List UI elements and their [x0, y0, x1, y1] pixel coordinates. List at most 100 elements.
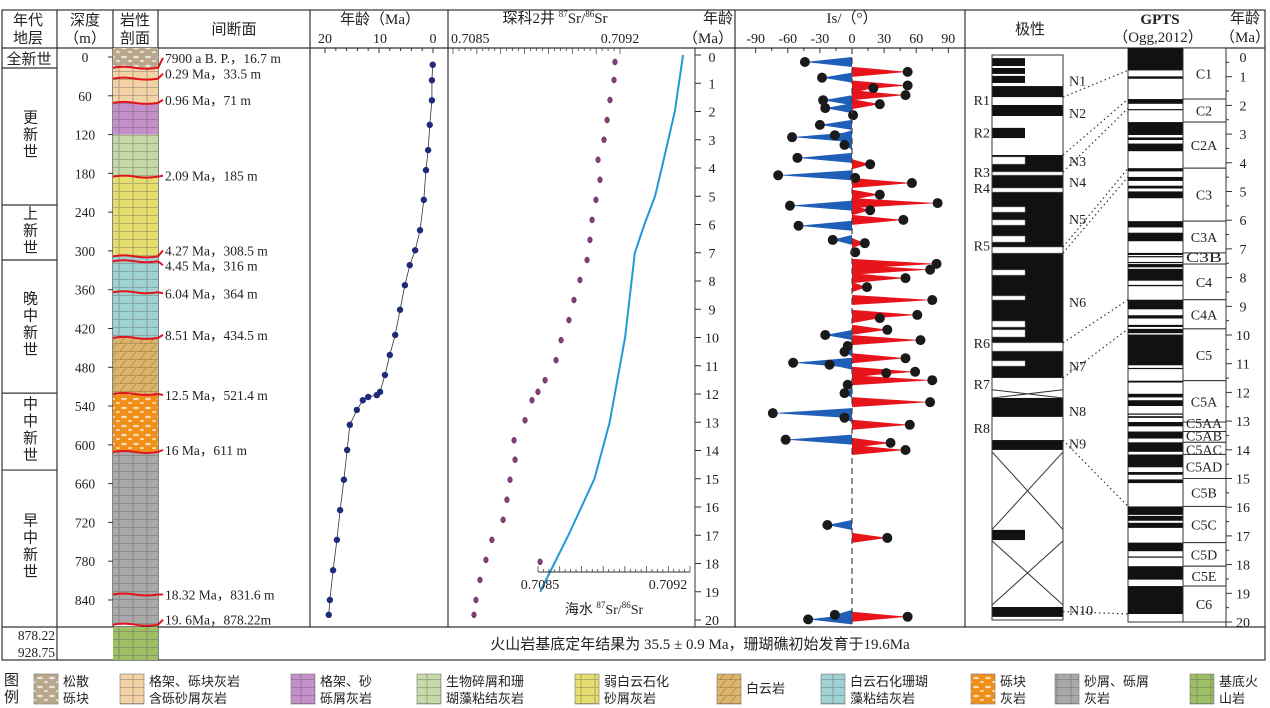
negative-inclination-fill — [819, 119, 852, 130]
positive-inclination-fill — [852, 273, 906, 284]
age-axis-label: 16 — [705, 501, 719, 516]
header-gpts-line1: GPTS — [1140, 12, 1179, 28]
gpts-age-label: 7 — [1240, 243, 1247, 258]
inclination-point — [842, 379, 853, 390]
normal-polarity-band — [992, 67, 1025, 74]
gpts-age-label: 11 — [1236, 358, 1249, 373]
inclination-point — [900, 353, 911, 364]
reversed-zone-label: R8 — [974, 422, 990, 437]
sr-sample-point — [507, 476, 513, 483]
age-depth-point — [325, 611, 332, 619]
normal-zone-label: N1 — [1069, 74, 1086, 89]
inclination-point — [788, 357, 799, 368]
legend-swatch-pattern — [34, 674, 58, 704]
inclination-point — [793, 220, 804, 231]
gpts-normal-chron — [1128, 109, 1183, 111]
positive-inclination-fill — [852, 445, 906, 456]
legend-swatch-pattern — [575, 674, 599, 704]
normal-zone-label: N9 — [1069, 437, 1086, 452]
gpts-normal-chron — [1128, 328, 1183, 334]
normal-zone-label: N8 — [1069, 405, 1086, 420]
gpts-normal-chron — [1128, 76, 1183, 79]
depth-tick-label: 480 — [75, 360, 96, 375]
legend: 松散砾块格架、砾块灰岩含砾砂屑灰岩格架、砂砾屑灰岩生物碎屑和珊瑚藻粘结灰岩弱白云… — [33, 673, 1258, 706]
age-depth-point — [424, 146, 432, 154]
age-depth-point — [420, 196, 428, 204]
legend-label: 基底火 — [1219, 674, 1258, 689]
sr-sample-point — [537, 558, 543, 566]
depth-tick-label: 720 — [75, 515, 96, 530]
inclination-point — [900, 445, 911, 456]
header-age-plot-title: 年龄（Ma） — [340, 11, 420, 28]
inclination-point — [820, 103, 831, 114]
hiatus-label: 0.29 Ma，33.5 m — [165, 67, 261, 82]
no-data-cross — [991, 389, 1064, 399]
age-axis-label: 1 — [709, 77, 716, 92]
sr-sample-point — [611, 76, 617, 84]
correlation-line — [1062, 107, 1129, 173]
legend-swatch-pattern — [1190, 674, 1214, 704]
inclination-point — [861, 282, 872, 293]
age-depth-point — [401, 281, 409, 289]
gpts-age-label: 17 — [1236, 530, 1250, 545]
legend-label: 瑚藻粘结灰岩 — [446, 691, 524, 706]
age-axis-label: 20 — [705, 614, 719, 629]
normal-polarity-band — [992, 127, 1025, 139]
normal-zone-label: N6 — [1069, 296, 1086, 311]
reversed-polarity-band — [991, 156, 1026, 165]
age-depth-point — [359, 397, 366, 404]
header-inclination-title: Is/（°） — [827, 10, 878, 27]
sr-sample-point — [607, 96, 613, 104]
hiatus-line — [112, 392, 164, 397]
age-depth-point — [329, 567, 337, 574]
reversed-zone-label: R7 — [974, 378, 990, 393]
legend-swatch-pattern — [120, 674, 144, 704]
hiatus-line — [112, 249, 164, 259]
lithology-pattern — [113, 627, 158, 660]
legend-swatch-pattern — [971, 674, 995, 704]
epoch-label: 早中新世 — [21, 513, 38, 581]
gpts-normal-chron — [1128, 431, 1183, 439]
seawater-tick-min: 0.7085 — [521, 578, 560, 593]
gpts-normal-chron — [1128, 137, 1183, 141]
positive-inclination-fill — [852, 324, 888, 335]
gpts-normal-chron — [1128, 413, 1183, 415]
sr-tick-min: 0.7085 — [451, 32, 490, 47]
inclination-point — [839, 412, 850, 423]
depth-tick-label: 240 — [75, 205, 96, 220]
gpts-age-label: 20 — [1236, 616, 1250, 631]
reversed-polarity-band — [991, 295, 1026, 301]
frame — [1, 9, 1266, 661]
correlation-line — [1062, 69, 1129, 98]
gpts-age-label: 15 — [1236, 473, 1250, 488]
positive-inclination-fill — [852, 611, 908, 622]
seawater-tick-max: 0.7092 — [649, 578, 688, 593]
inclination-point — [818, 95, 829, 106]
depth-tick-label: 0 — [82, 50, 89, 65]
inclination-point — [904, 419, 915, 430]
age-depth-point — [365, 393, 372, 401]
lithology-pattern — [113, 256, 158, 338]
sr-sample-point — [522, 417, 528, 424]
seawater-label-iso1: 87 — [596, 600, 606, 610]
age-axis-label: 0 — [709, 51, 716, 66]
gpts-normal-chron — [1128, 472, 1183, 475]
reversed-polarity-band — [991, 342, 1064, 352]
sr-sample-point — [489, 536, 495, 544]
positive-inclination-fill — [852, 532, 888, 543]
negative-inclination-fill — [804, 56, 852, 67]
inclination-point — [910, 366, 921, 377]
gpts-age-label: 10 — [1236, 329, 1250, 344]
positive-inclination-fill — [852, 83, 874, 94]
basement-depth-top: 878.22 — [18, 628, 55, 643]
chron-label: C5E — [1192, 570, 1217, 585]
polarity-column-border — [991, 54, 1064, 621]
age-depth-point — [426, 121, 433, 129]
sr-sample-point — [477, 576, 483, 584]
age-depth-point — [373, 391, 381, 399]
positive-inclination-fill — [852, 353, 906, 364]
age-depth-point — [326, 596, 334, 604]
lithology-pattern — [113, 176, 158, 257]
gpts-normal-chron — [1128, 261, 1183, 264]
inclination-point — [882, 532, 893, 543]
